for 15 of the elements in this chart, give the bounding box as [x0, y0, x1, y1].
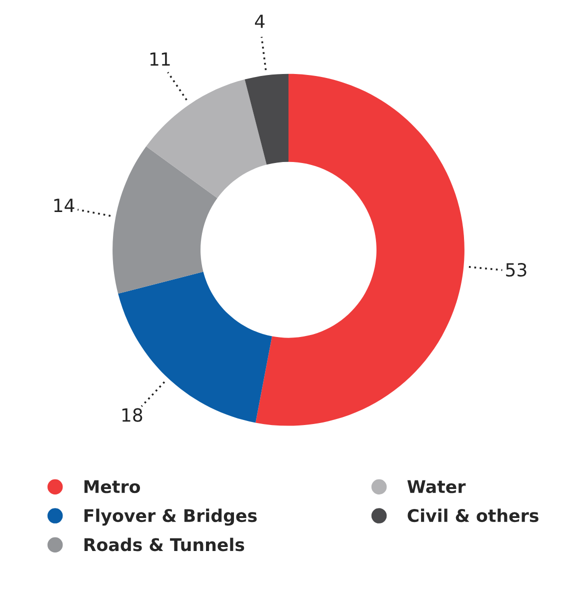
donut-slice — [256, 74, 464, 426]
legend-label: Metro — [84, 480, 140, 494]
donut-slice — [146, 79, 267, 198]
legend-label: Flyover & Bridges — [84, 508, 257, 526]
legend-label: Water — [407, 480, 466, 494]
donut-slice — [112, 146, 218, 294]
legend-label: Civil & others — [408, 508, 538, 522]
donut-slice — [244, 74, 288, 165]
data-label: 18 — [122, 408, 142, 422]
data-label: 53 — [506, 262, 526, 277]
data-label: 14 — [54, 198, 74, 212]
donut-slice — [118, 272, 272, 423]
data-label: 4 — [254, 14, 265, 28]
legend-label: Roads & Tunnels — [84, 538, 244, 552]
data-label: 11 — [150, 52, 170, 66]
